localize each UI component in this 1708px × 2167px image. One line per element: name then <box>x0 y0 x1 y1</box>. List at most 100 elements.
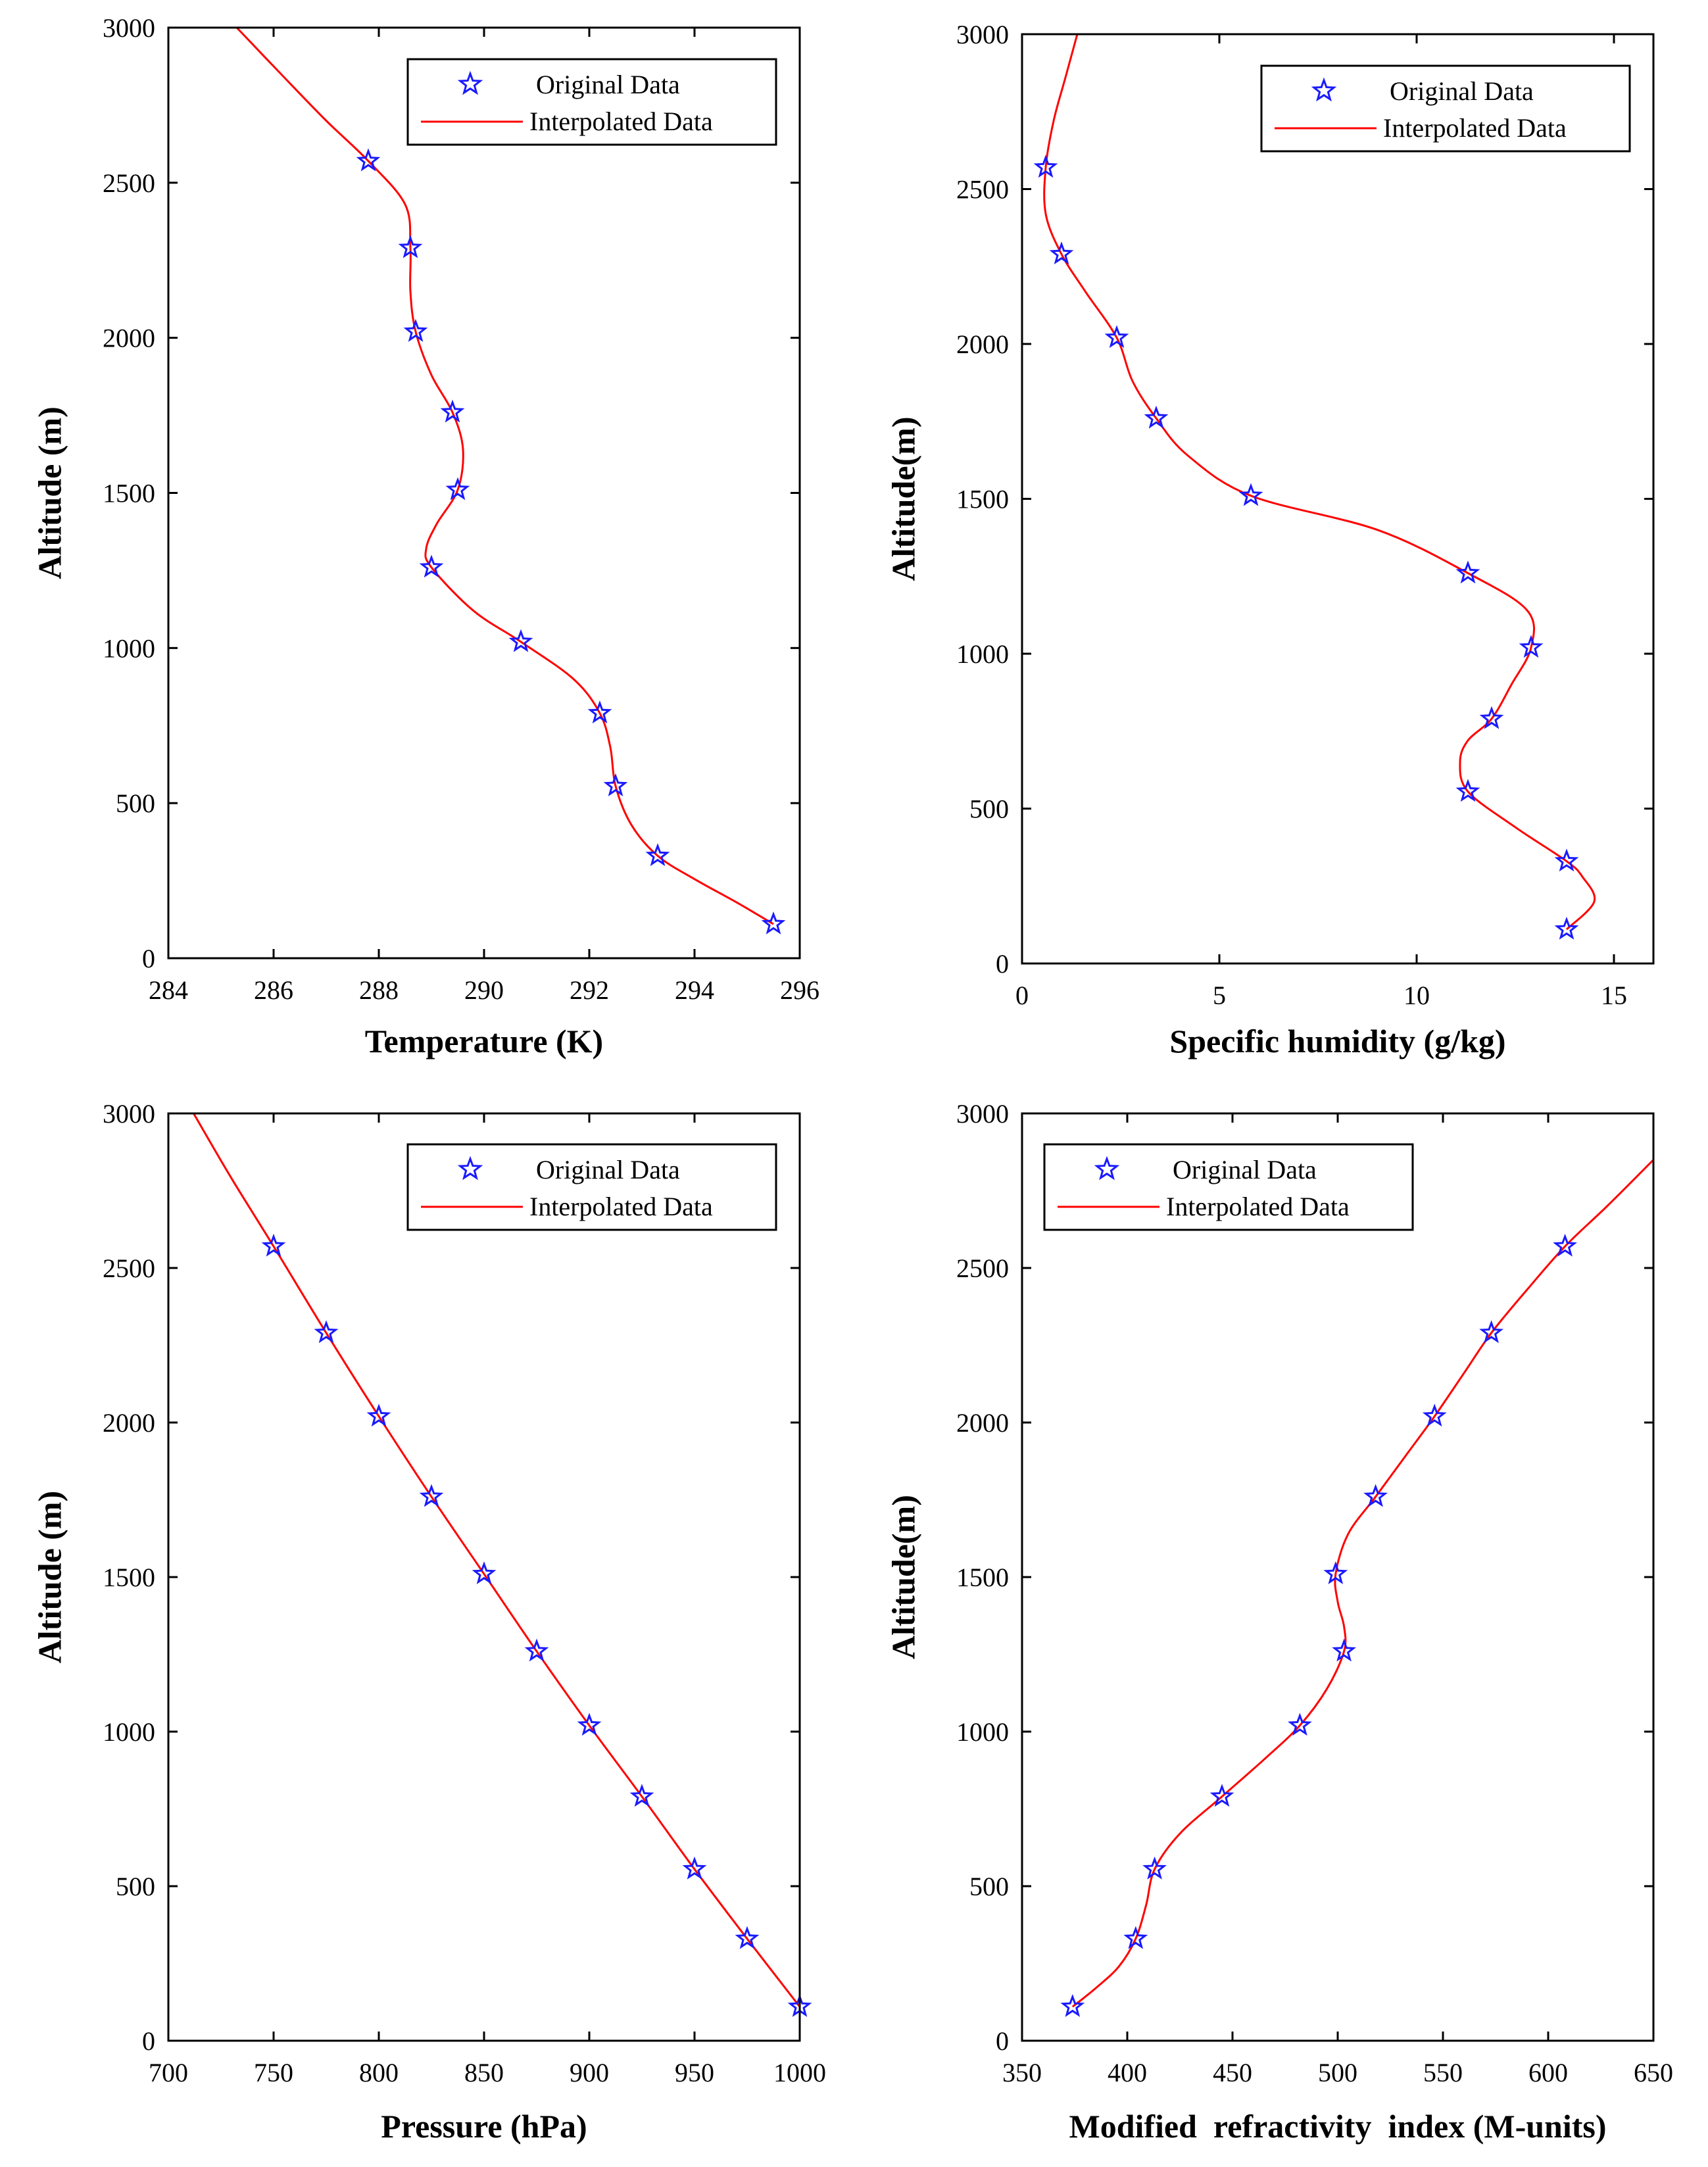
data-point-star <box>419 554 444 578</box>
legend-original-label: Original Data <box>536 70 680 99</box>
y-tick-label: 2500 <box>103 168 155 198</box>
y-tick-label: 3000 <box>103 1099 155 1129</box>
data-point-star <box>261 1233 286 1257</box>
x-tick-label: 450 <box>1213 2058 1252 2087</box>
original-markers-refractivity <box>1060 1233 1578 2017</box>
y-tick-label: 1500 <box>956 1563 1009 1592</box>
y-tick-label: 0 <box>142 944 155 973</box>
x-tick-label: 650 <box>1634 2058 1673 2087</box>
panel-refractivity: 0 500 1000 1500 2000 2500 3000 350 400 450 500 550… <box>885 1099 1674 2145</box>
x-tick-label: 800 <box>359 2058 399 2087</box>
x-ticks-refractivity: 350 400 450 500 550 600 650 <box>1002 1113 1673 2087</box>
data-point-star <box>445 477 470 500</box>
x-tick-label: 950 <box>675 2058 714 2087</box>
data-point-star <box>577 1713 602 1736</box>
data-point-star <box>1287 1713 1312 1736</box>
panel-humidity: 0 500 1000 1500 2000 2500 3000 0 5 10 15 Specific… <box>885 20 1655 1059</box>
plot-frame <box>167 26 801 960</box>
data-point-star <box>1060 1994 1085 2017</box>
data-point-star <box>472 1561 497 1584</box>
x-tick-label: 550 <box>1423 2058 1463 2087</box>
legend-interpolated-label: Interpolated Data <box>1166 1192 1350 1221</box>
interpolated-curve <box>235 28 774 925</box>
x-tick-label: 0 <box>1015 981 1029 1010</box>
legend-star-shape <box>457 70 483 95</box>
legend-refractivity: Original Data Interpolated Data <box>1043 1143 1414 1231</box>
x-axis-label-refractivity: Modified refractivity index (M-units) <box>1069 2108 1607 2145</box>
legend-interpolated-label: Interpolated Data <box>529 107 713 136</box>
original-markers-humidity <box>1033 155 1579 940</box>
y-tick-label: 3000 <box>103 13 155 43</box>
data-point-star <box>1238 483 1263 506</box>
y-tick-label: 3000 <box>956 20 1009 49</box>
y-axis-label-temperature: Altitude (m) <box>32 406 68 579</box>
y-tick-label: 500 <box>969 1872 1009 1901</box>
legend-star-shape <box>1094 1156 1120 1181</box>
x-axis-label-pressure: Pressure (hPa) <box>381 2108 587 2145</box>
y-tick-label: 0 <box>996 2026 1009 2056</box>
data-point-star <box>1049 241 1074 264</box>
x-tick-label: 900 <box>570 2058 609 2087</box>
x-tick-label: 850 <box>464 2058 504 2087</box>
x-tick-label: 292 <box>570 975 609 1005</box>
data-point-star <box>356 148 381 172</box>
x-tick-label: 286 <box>254 975 293 1005</box>
plot-frame <box>1021 33 1655 965</box>
y-ticks-humidity: 0 500 1000 1500 2000 2500 3000 <box>956 20 1653 979</box>
data-point-star <box>1144 405 1169 429</box>
data-point-star <box>645 842 670 866</box>
data-point-star <box>1422 1403 1447 1427</box>
y-tick-label: 2000 <box>956 329 1009 359</box>
x-tick-label: 400 <box>1108 2058 1147 2087</box>
y-axis-label-pressure: Altitude (m) <box>32 1491 68 1663</box>
data-point-star <box>1455 779 1480 802</box>
data-point-star <box>1554 848 1579 872</box>
data-point-star <box>735 1926 760 1949</box>
legend-interpolated-label: Interpolated Data <box>529 1192 713 1221</box>
y-tick-label: 2500 <box>956 175 1009 205</box>
x-tick-label: 600 <box>1528 2058 1568 2087</box>
legend-star-shape <box>1311 77 1337 102</box>
data-point-star <box>508 629 533 652</box>
legend-star-icon <box>1094 1156 1120 1181</box>
x-ticks-temperature: 284 286 288 290 292 294 296 <box>149 28 819 1005</box>
interpolated-curve <box>1071 1159 1653 2008</box>
y-tick-label: 1500 <box>956 485 1009 514</box>
data-point-star <box>419 1484 444 1507</box>
interpolated-line-pressure <box>193 1113 800 2008</box>
legend-box <box>1043 1143 1414 1231</box>
x-axis-label-temperature: Temperature (K) <box>365 1023 603 1059</box>
x-tick-label: 750 <box>254 2058 293 2087</box>
y-tick-label: 500 <box>116 1872 155 1901</box>
x-tick-label: 350 <box>1002 2058 1042 2087</box>
x-ticks-pressure: 700 750 800 850 900 950 1000 <box>149 1113 826 2087</box>
x-tick-label: 284 <box>149 975 188 1005</box>
y-axis-label-refractivity: Altitude(m) <box>885 1495 922 1659</box>
y-ticks-temperature: 0 500 1000 1500 2000 2500 3000 <box>103 13 800 973</box>
data-point-star <box>440 399 465 423</box>
legend-box <box>1260 64 1631 153</box>
y-tick-label: 1500 <box>103 1563 155 1592</box>
y-tick-label: 1000 <box>956 639 1009 669</box>
legend-star-icon <box>457 1156 483 1181</box>
interpolated-line-temperature <box>235 28 774 925</box>
x-tick-label: 15 <box>1601 981 1627 1010</box>
x-axis-label-humidity: Specific humidity (g/kg) <box>1169 1023 1505 1059</box>
y-tick-label: 1500 <box>103 479 155 508</box>
data-point-star <box>587 700 612 723</box>
legend-original-label: Original Data <box>536 1155 680 1184</box>
legend-original-label: Original Data <box>1390 76 1534 106</box>
data-point-star <box>629 1784 654 1807</box>
x-ticks-humidity: 0 5 10 15 <box>1015 34 1627 1010</box>
data-point-star <box>1479 706 1504 729</box>
data-point-star <box>1123 1926 1148 1949</box>
data-point-star <box>1554 916 1579 940</box>
data-point-star <box>1332 1638 1357 1662</box>
data-point-star <box>603 773 628 796</box>
panel-temperature: 0 500 1000 1500 2000 2500 3000 284 286 288 290 292… <box>32 13 820 1059</box>
y-tick-label: 1000 <box>956 1717 1009 1747</box>
data-point-star <box>403 318 428 342</box>
data-point-star <box>682 1856 707 1880</box>
data-point-star <box>1553 1233 1578 1257</box>
